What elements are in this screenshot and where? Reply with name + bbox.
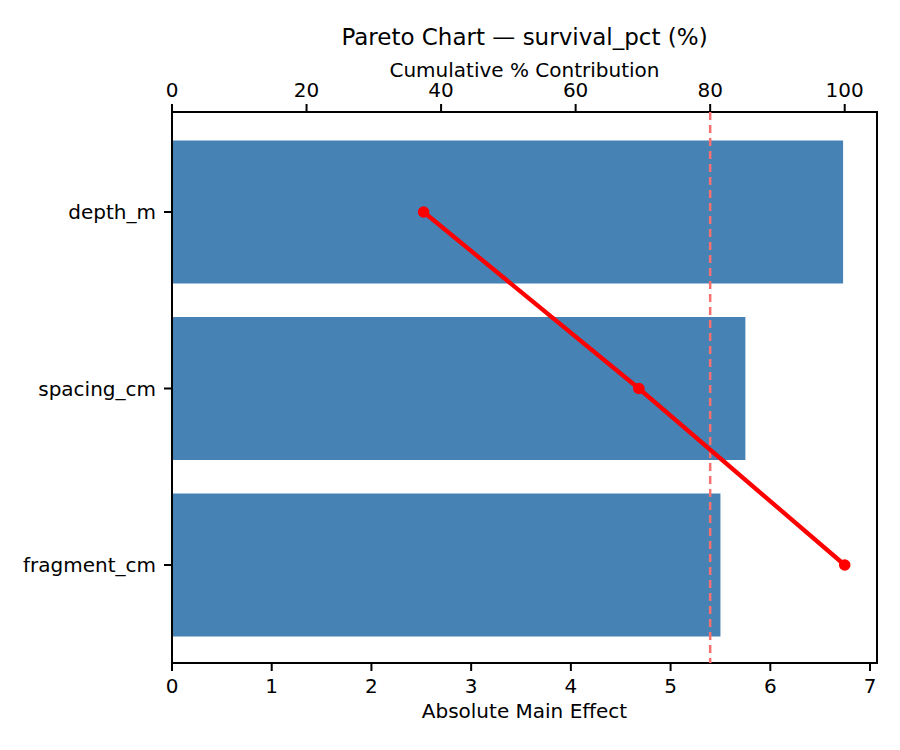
bottom-axis-tick-label: 0 (166, 676, 179, 696)
bottom-axis-tick-label: 6 (764, 676, 777, 696)
top-axis-tick-label: 40 (428, 80, 453, 100)
pareto-chart-figure: Pareto Chart — survival_pct (%) Cumulati… (0, 0, 900, 750)
bottom-axis-tick-label: 5 (664, 676, 677, 696)
bottom-axis-tick-label: 3 (465, 676, 478, 696)
bottom-axis-tick-label: 7 (864, 676, 877, 696)
top-axis-tick-label: 0 (166, 80, 179, 100)
y-category-label-spacing_cm: spacing_cm (0, 379, 156, 399)
bottom-axis-tick-label: 1 (265, 676, 278, 696)
y-category-label-depth_m: depth_m (0, 202, 156, 222)
bar-fragment_cm (172, 494, 720, 637)
top-axis-tick-label: 20 (294, 80, 319, 100)
bottom-axis-tick-label: 4 (564, 676, 577, 696)
bars-layer (172, 141, 843, 637)
bar-spacing_cm (172, 317, 745, 460)
bottom-axis-label: Absolute Main Effect (172, 699, 877, 723)
y-category-label-fragment_cm: fragment_cm (0, 555, 156, 575)
top-axis-tick-label: 100 (826, 80, 864, 100)
top-axis-tick-label: 80 (697, 80, 722, 100)
chart-canvas (0, 0, 900, 750)
bottom-axis-tick-label: 2 (365, 676, 378, 696)
cumulative-marker-depth_m (418, 206, 430, 218)
top-axis-tick-label: 60 (563, 80, 588, 100)
cumulative-marker-spacing_cm (633, 383, 645, 395)
cumulative-marker-fragment_cm (839, 559, 851, 571)
bar-depth_m (172, 141, 843, 284)
